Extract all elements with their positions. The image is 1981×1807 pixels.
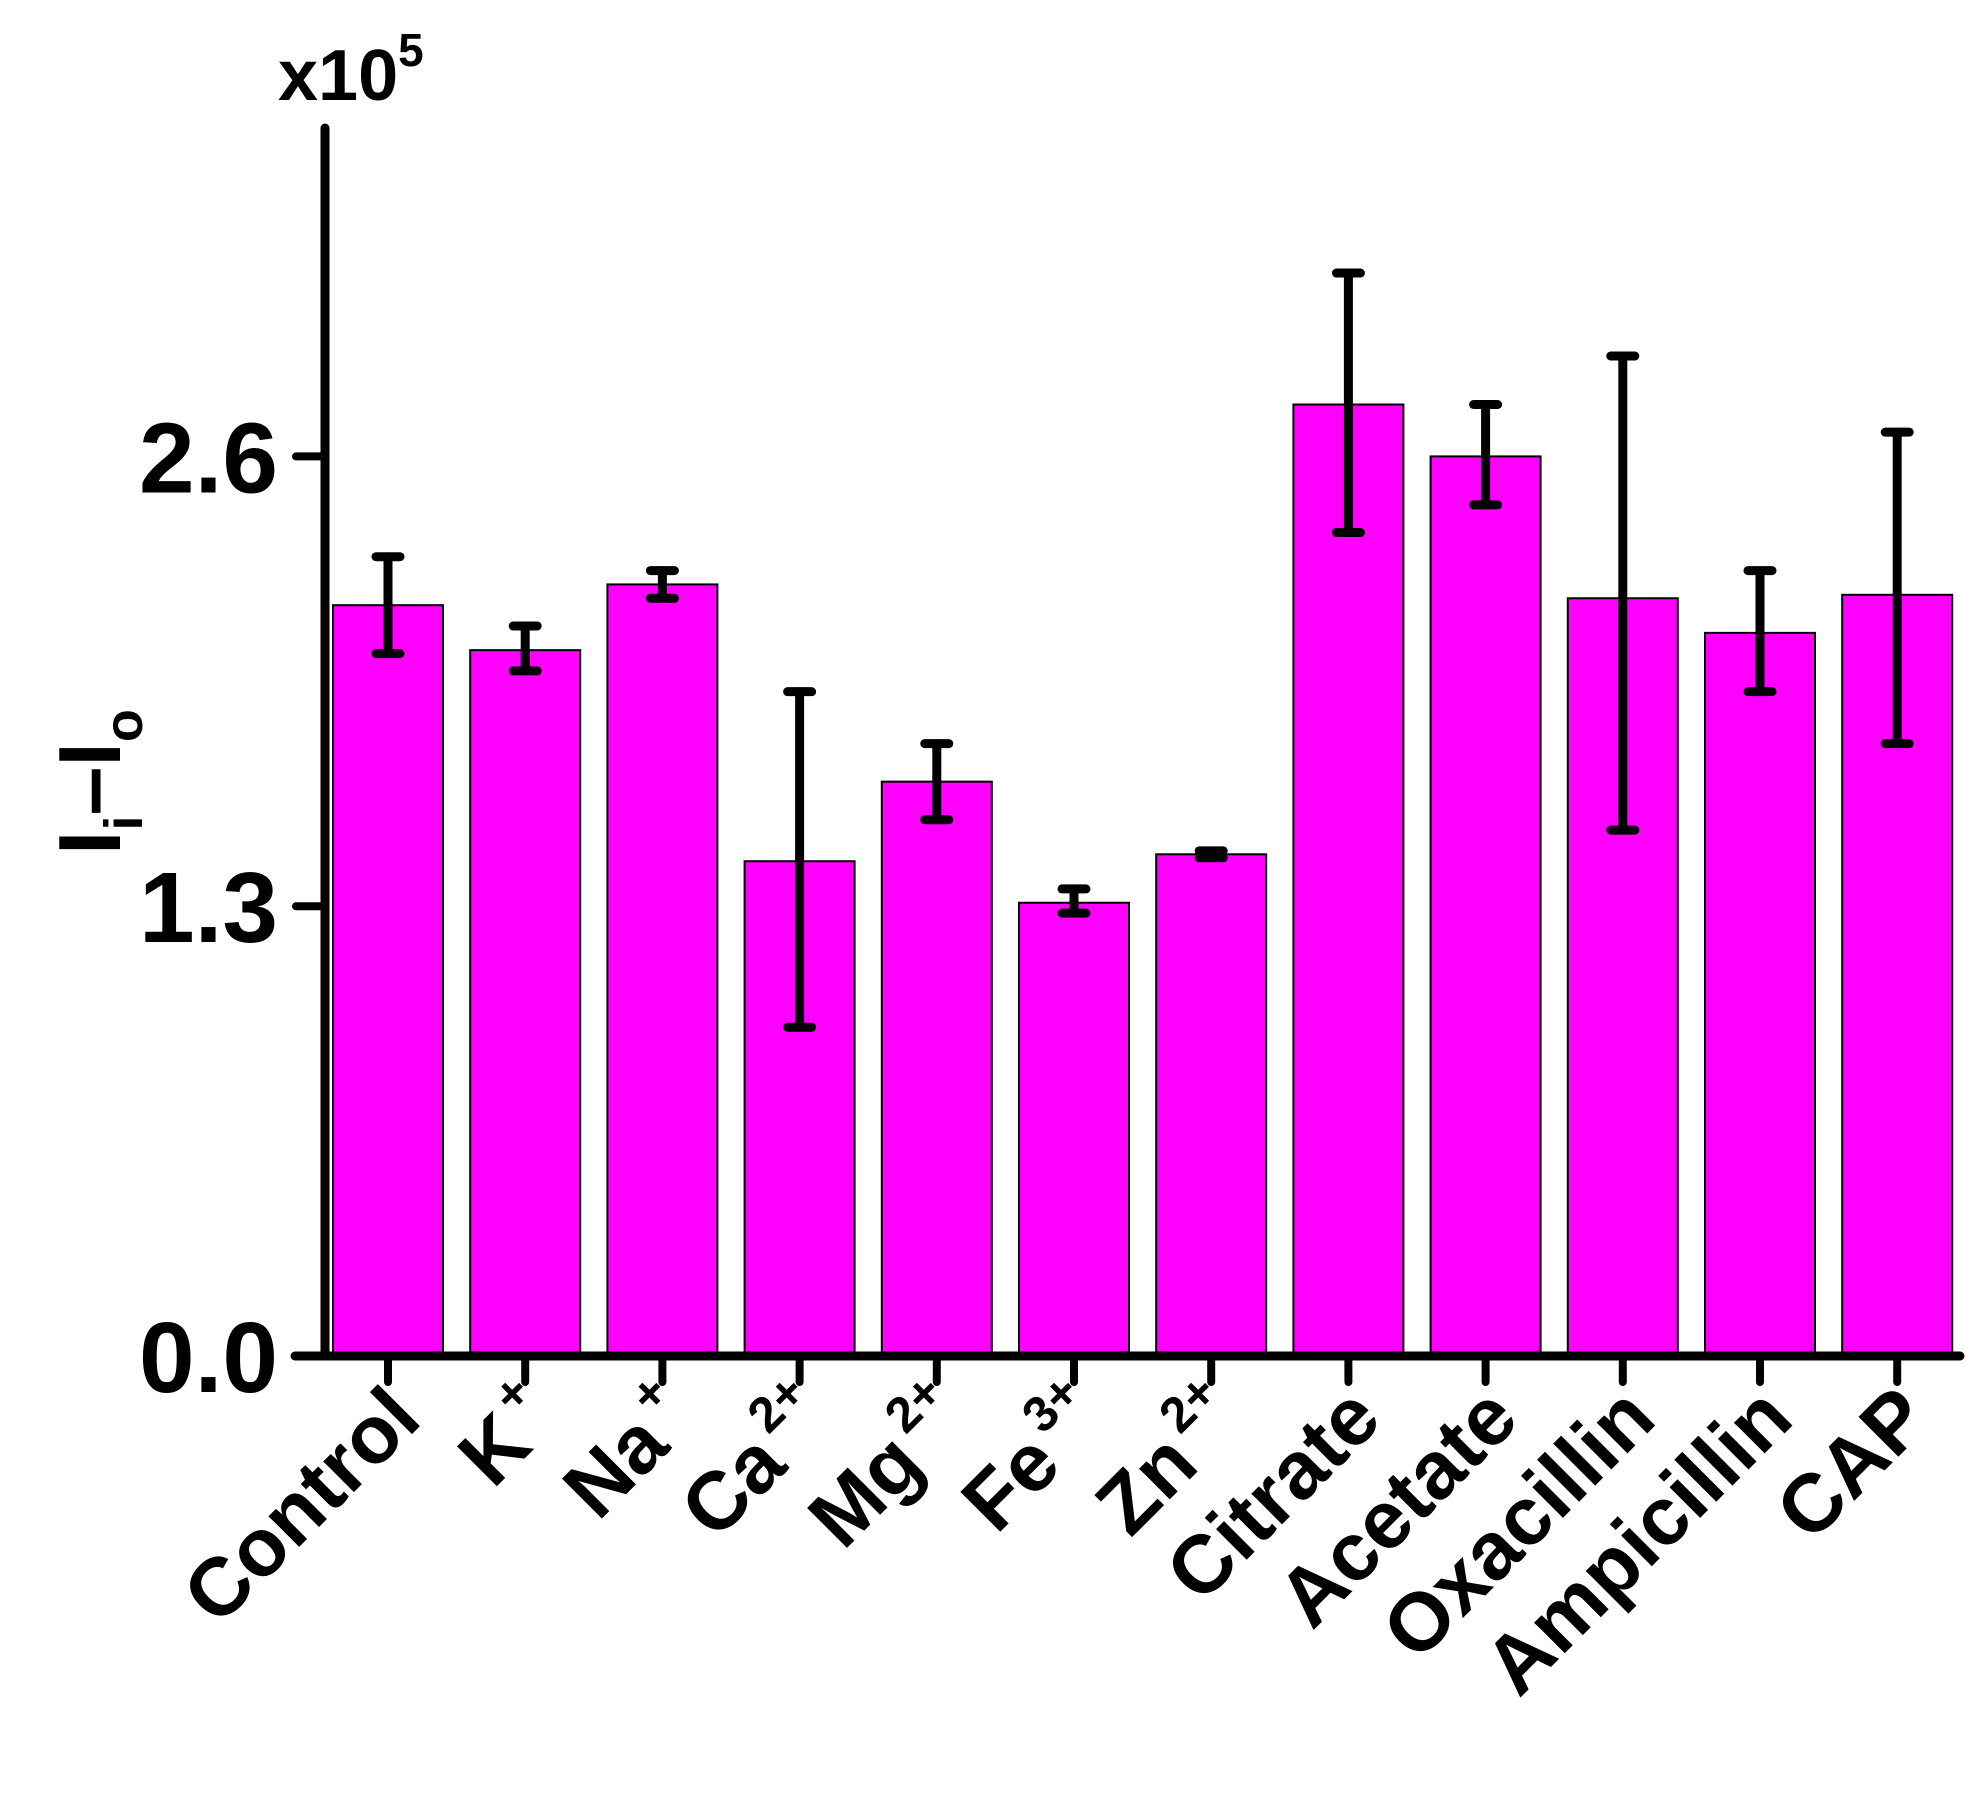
y-multiplier-exponent: 5 [398, 24, 424, 76]
y-axis-ticks: 0.0 1.3 2.6 [139, 402, 329, 1414]
x-tick-label-mg: Mg2+ [784, 1363, 985, 1564]
y-multiplier-base: x10 [278, 36, 398, 116]
x-axis-ticks [384, 1352, 1902, 1386]
bar-citrate [1292, 403, 1405, 1357]
error-bars [371, 268, 1914, 1032]
x-tick-label-cap: CAP [1759, 1370, 1946, 1557]
bar-control [332, 604, 444, 1357]
x-axis-labels: Control K+Na+Ca2+Mg2+Fe3+Zn2+CitrateAceta… [166, 1363, 1946, 1711]
y-axis-label: Ii–Io [40, 709, 154, 855]
x-tick-label-k: K+ [434, 1363, 574, 1503]
ylabel-part: i [94, 816, 154, 831]
x-tick-label-base: CAP [1759, 1370, 1946, 1557]
x-tick-label-fe: Fe3+ [938, 1363, 1123, 1548]
ylabel-part: I [40, 742, 139, 766]
bar-zn [1155, 853, 1268, 1357]
bar-mg [880, 780, 993, 1357]
bar-fe [1018, 901, 1130, 1357]
y-tick-label: 2.6 [139, 402, 278, 514]
bar-na [606, 583, 719, 1357]
ylabel-part: – [40, 767, 139, 816]
bar-acetate [1429, 455, 1542, 1357]
y-axis-multiplier: x105 [278, 24, 424, 116]
bar-ampicillin [1704, 631, 1816, 1357]
bar-series [332, 403, 1954, 1357]
y-tick-label: 0.0 [139, 1302, 278, 1414]
y-tick-label: 1.3 [139, 852, 278, 964]
bar-k [469, 649, 582, 1357]
ylabel-part: I [40, 831, 139, 855]
ylabel-part: o [94, 709, 154, 742]
